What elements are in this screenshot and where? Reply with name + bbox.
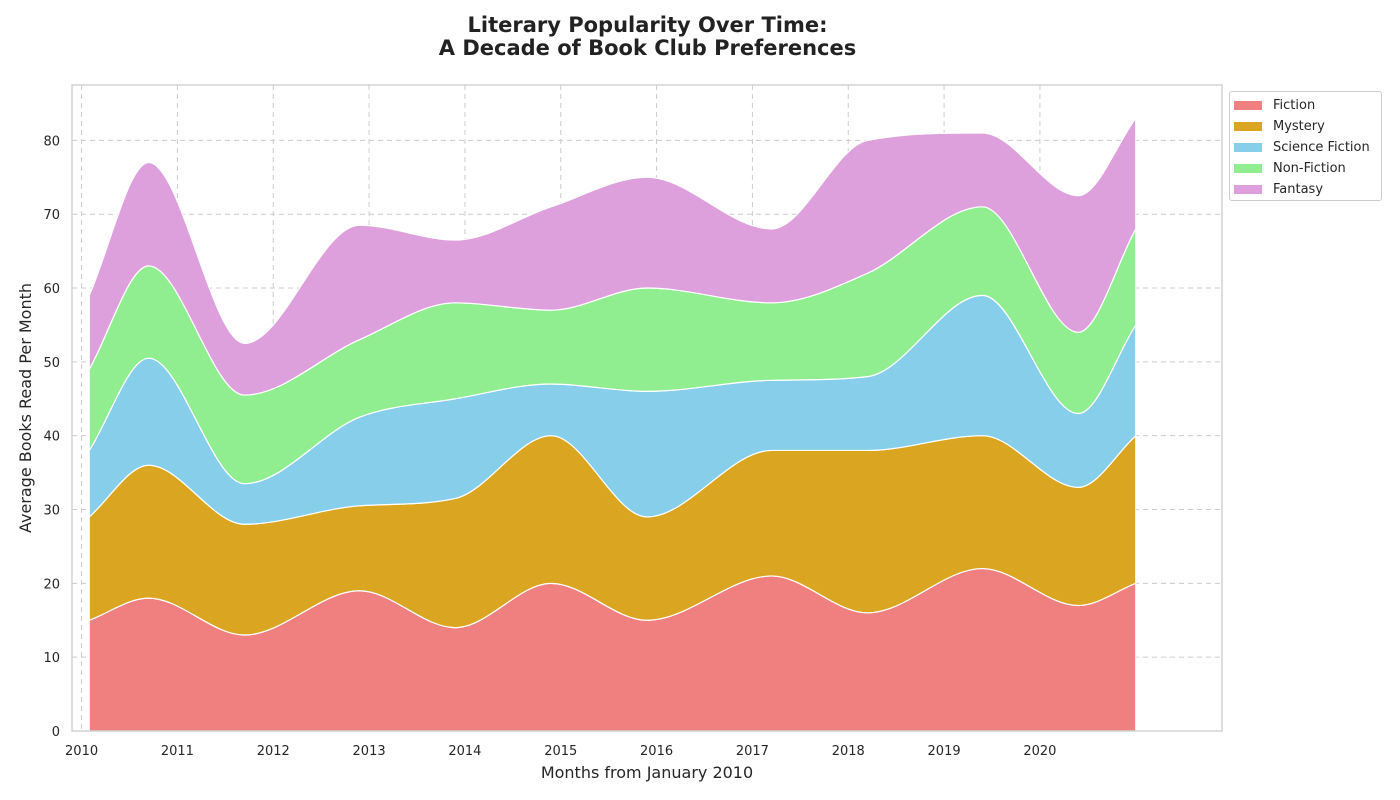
legend-swatch — [1234, 185, 1262, 194]
x-tick-label: 2010 — [65, 744, 98, 759]
legend-swatch — [1234, 143, 1262, 152]
y-tick-label: 0 — [52, 725, 60, 740]
legend-label: Science Fiction — [1273, 140, 1370, 155]
y-tick-label: 40 — [43, 430, 60, 445]
legend-item-mystery: Mystery — [1234, 116, 1381, 137]
x-tick-label: 2017 — [736, 744, 769, 759]
x-tick-label: 2018 — [832, 744, 865, 759]
legend-item-fantasy: Fantasy — [1234, 179, 1381, 200]
x-tick-label: 2013 — [353, 744, 386, 759]
chart-title: Literary Popularity Over Time: A Decade … — [0, 14, 1295, 60]
legend-label: Fantasy — [1273, 182, 1324, 197]
chart-title-line-2: A Decade of Book Club Preferences — [438, 36, 857, 60]
legend-label: Non-Fiction — [1273, 161, 1346, 176]
y-tick-label: 30 — [43, 504, 60, 519]
y-tick-label: 20 — [43, 577, 60, 592]
x-tick-label: 2014 — [448, 744, 481, 759]
legend-item-non-fiction: Non-Fiction — [1234, 158, 1381, 179]
y-tick-label: 50 — [43, 356, 60, 371]
legend-label: Mystery — [1273, 119, 1325, 134]
x-tick-label: 2015 — [544, 744, 577, 759]
legend-swatch — [1234, 164, 1262, 173]
x-tick-label: 2011 — [161, 744, 194, 759]
y-tick-label: 60 — [43, 282, 60, 297]
plot-frame — [71, 84, 1223, 732]
legend-label: Fiction — [1273, 98, 1316, 113]
chart-legend: Fiction Mystery Science Fiction Non-Fiction… — [1229, 91, 1382, 201]
legend-swatch — [1234, 122, 1262, 131]
x-tick-label: 2019 — [928, 744, 961, 759]
y-tick-label: 80 — [43, 134, 60, 149]
y-tick-label: 70 — [43, 208, 60, 223]
y-axis-label: Average Books Read Per Month — [16, 283, 35, 533]
area-layer — [88, 117, 1137, 732]
chart-title-line-1: Literary Popularity Over Time: — [467, 13, 828, 37]
x-tick-label: 2020 — [1023, 744, 1056, 759]
x-axis-label: Months from January 2010 — [541, 763, 753, 782]
legend-swatch — [1234, 101, 1262, 110]
y-tick-label: 10 — [43, 651, 60, 666]
area-fantasy — [88, 117, 1137, 396]
tick-layer: 2010 2011 2012 2013 2014 2015 2016 2017 2018 2019… — [43, 134, 1056, 759]
x-tick-label: 2012 — [257, 744, 290, 759]
legend-item-science-fiction: Science Fiction — [1234, 137, 1381, 158]
legend-item-fiction: Fiction — [1234, 95, 1381, 116]
x-tick-label: 2016 — [640, 744, 673, 759]
